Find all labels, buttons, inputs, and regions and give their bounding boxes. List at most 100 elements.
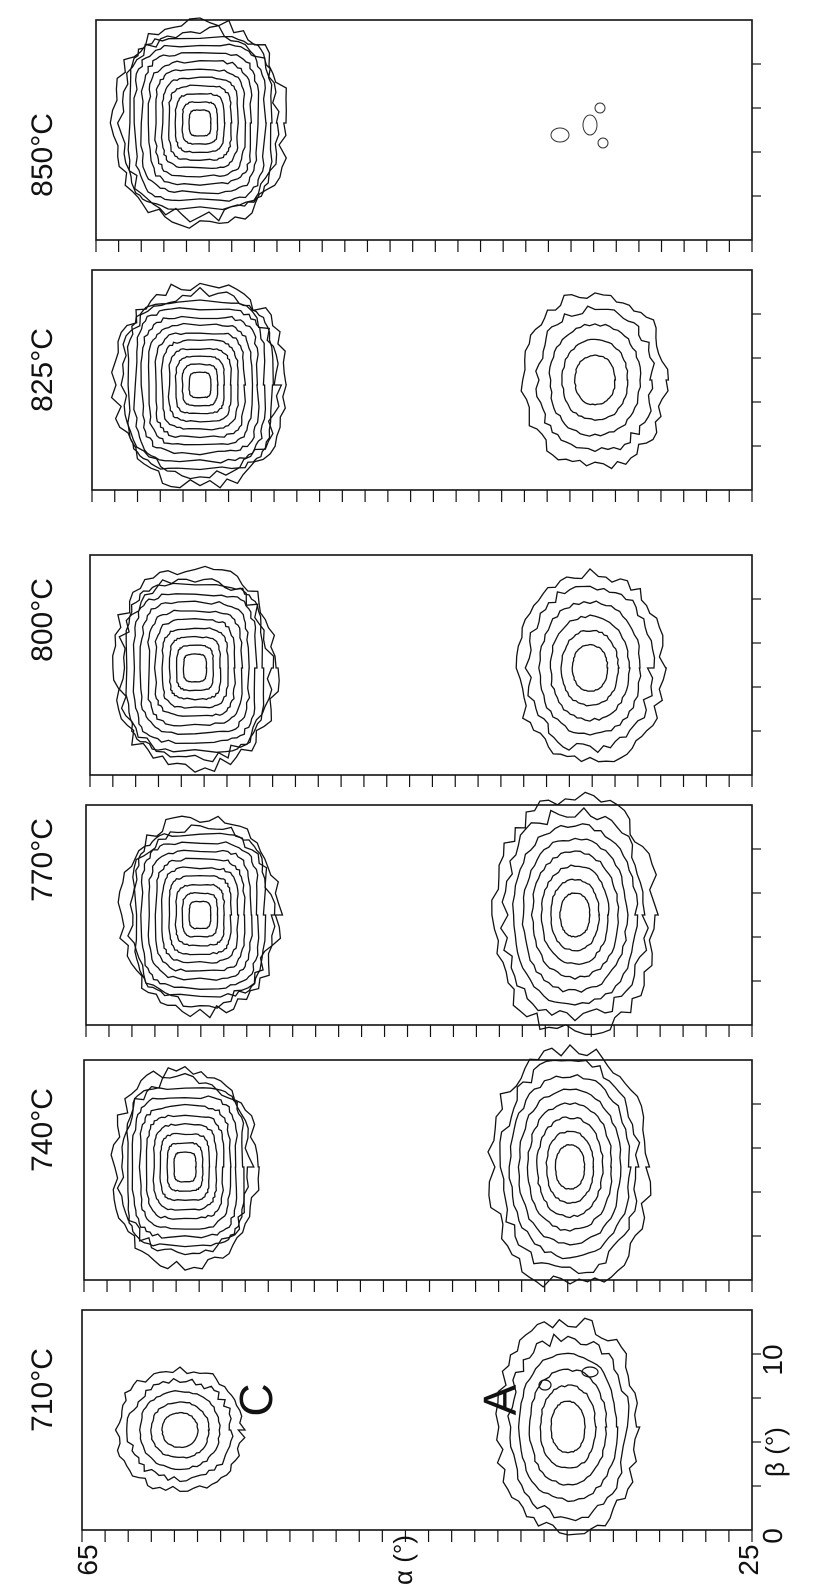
contour-line xyxy=(160,76,239,170)
contour-line xyxy=(499,807,649,1022)
contour-line xyxy=(561,338,629,421)
contour-line xyxy=(182,653,208,683)
contour-line xyxy=(140,315,260,456)
contour-line xyxy=(139,1390,221,1471)
panel-title-800: 800°C xyxy=(26,578,59,662)
contour-line xyxy=(167,347,232,423)
contour-line xyxy=(154,68,247,178)
panel-title-825: 825°C xyxy=(26,328,59,412)
contour-line xyxy=(181,363,219,407)
contour-line xyxy=(175,644,215,692)
alpha-axis-max: 65 xyxy=(72,1544,103,1575)
contour-line xyxy=(512,823,639,1006)
contour-line xyxy=(536,1116,604,1219)
contour-line xyxy=(116,1072,255,1256)
contour-line xyxy=(571,643,609,692)
panel-group xyxy=(81,17,761,1542)
contour-line xyxy=(487,1044,652,1288)
panel-title-850: 850°C xyxy=(26,113,59,197)
contour-line xyxy=(110,1065,260,1271)
contour-line xyxy=(538,1379,552,1391)
contour-line xyxy=(110,282,288,489)
contour-line xyxy=(548,323,642,437)
contour-line xyxy=(132,593,258,745)
panel-740 xyxy=(83,1044,761,1292)
contour-line xyxy=(161,1411,199,1449)
panel-850 xyxy=(95,17,761,252)
contour-line xyxy=(168,874,233,956)
texture-peak-A-770 xyxy=(491,791,660,1036)
contour-line xyxy=(166,1142,204,1192)
panel-frame-710 xyxy=(81,1309,753,1531)
contour-line xyxy=(150,1401,211,1459)
panel-825 xyxy=(91,269,761,502)
beta-tick-0: 0 xyxy=(757,1528,788,1544)
contour-line xyxy=(517,1088,622,1246)
contour-line xyxy=(112,565,280,773)
contour-line xyxy=(154,857,246,972)
contour-line xyxy=(188,109,212,137)
contour-line xyxy=(188,900,212,930)
contour-line xyxy=(126,1377,234,1483)
contour-line xyxy=(168,84,233,161)
contour-line xyxy=(160,338,239,431)
contour-line xyxy=(538,600,642,736)
contour-line xyxy=(594,102,606,114)
panel-frame-825 xyxy=(91,269,753,491)
contour-line xyxy=(545,1130,595,1204)
contour-line xyxy=(520,292,670,470)
contour-line xyxy=(521,837,629,993)
panel-frame-770 xyxy=(85,804,753,1026)
texture-peak-C-800 xyxy=(112,565,280,773)
contour-line xyxy=(515,567,668,763)
contour-line xyxy=(495,1317,641,1536)
texture-peak-C-770 xyxy=(117,815,284,1019)
texture-peak-C-850 xyxy=(109,17,288,229)
texture-peak-A-740 xyxy=(487,1044,652,1288)
beta-tick-10: 10 xyxy=(757,1344,788,1375)
beta-axis-label: β (°) xyxy=(760,1427,790,1477)
contour-line xyxy=(530,850,620,980)
panel-800 xyxy=(89,554,761,787)
contour-line xyxy=(127,35,273,211)
contour-line xyxy=(181,101,219,145)
panel-title-710: 710°C xyxy=(26,1348,59,1432)
contour-line xyxy=(549,614,631,722)
texture-peak-A-850 xyxy=(550,102,609,149)
contour-line xyxy=(188,371,212,399)
contour-line xyxy=(550,878,601,952)
contour-line xyxy=(581,1366,599,1378)
contour-line xyxy=(540,864,610,966)
contour-line xyxy=(554,1144,586,1190)
contour-line xyxy=(168,635,222,701)
contour-line xyxy=(147,849,253,981)
contour-line xyxy=(153,618,236,717)
contour-line xyxy=(491,791,660,1036)
panel-frame-800 xyxy=(89,554,753,776)
contour-line xyxy=(550,127,570,143)
contour-line xyxy=(147,60,253,186)
contour-line xyxy=(145,1114,225,1220)
alpha-axis-min: 25 xyxy=(733,1544,764,1575)
contour-line xyxy=(147,609,244,727)
panel-title-740: 740°C xyxy=(26,1088,59,1172)
contour-line xyxy=(174,883,226,947)
contour-line xyxy=(597,137,609,149)
contour-line xyxy=(173,1151,197,1183)
contour-line xyxy=(138,1103,232,1230)
texture-peak-C-740 xyxy=(110,1065,260,1271)
contour-line xyxy=(109,17,288,229)
texture-peak-A-710 xyxy=(495,1317,641,1536)
contour-line xyxy=(133,832,267,998)
contour-line xyxy=(133,307,267,464)
contour-line xyxy=(528,1368,608,1486)
contour-line xyxy=(147,322,254,446)
contour-line xyxy=(508,1073,632,1260)
contour-line xyxy=(126,299,274,471)
contour-line xyxy=(131,1095,238,1239)
contour-line xyxy=(507,1333,630,1522)
contour-line xyxy=(133,43,267,202)
contour-line xyxy=(140,841,260,990)
panel-710 xyxy=(81,1309,761,1542)
